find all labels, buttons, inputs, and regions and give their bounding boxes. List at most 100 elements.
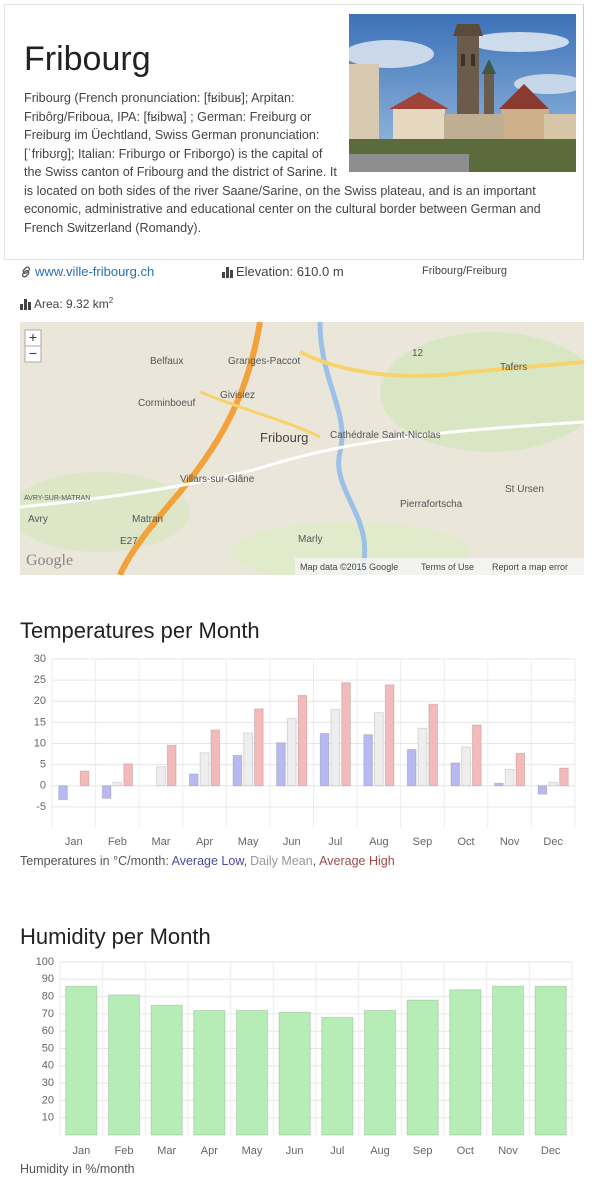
map-label: Matran <box>132 514 163 525</box>
x-tick-label: Aug <box>369 836 389 848</box>
legend-separator: , <box>244 854 247 868</box>
bar <box>516 753 525 786</box>
bar <box>322 1017 353 1135</box>
bar <box>492 986 523 1135</box>
chart-title: Humidity per Month <box>20 924 211 950</box>
map-footer-link[interactable]: Terms of Use <box>421 562 474 572</box>
map-label: E27 <box>120 536 138 547</box>
page: Fribourg Fribourg (French pronunciation:… <box>0 0 592 1182</box>
map-label: St Ursen <box>505 484 544 495</box>
x-tick-label: Oct <box>457 836 474 848</box>
y-tick-label: 10 <box>42 1112 54 1124</box>
bar <box>505 769 514 785</box>
map-label: Tafers <box>500 362 527 373</box>
x-tick-label: Sep <box>413 1145 433 1157</box>
x-tick-label: May <box>242 1145 263 1157</box>
bar <box>560 768 569 786</box>
elevation: Elevation: 610.0 m <box>222 264 344 279</box>
bar <box>320 733 329 785</box>
y-tick-label: 15 <box>34 716 46 728</box>
legend-entry: Daily Mean <box>250 854 313 868</box>
chart-caption: Temperatures in °C/month: Average Low,Da… <box>20 854 395 868</box>
y-tick-label: 5 <box>40 759 46 771</box>
x-tick-label: Apr <box>196 836 213 848</box>
bar <box>364 1010 395 1135</box>
bar <box>113 782 122 785</box>
x-tick-label: Mar <box>157 1145 176 1157</box>
description: Fribourg (French pronunciation: [fʁibuʁ]… <box>24 89 580 237</box>
bar <box>450 990 481 1135</box>
zoom-in[interactable]: + <box>29 329 37 345</box>
place-title: Fribourg <box>24 40 151 79</box>
y-tick-label: -5 <box>36 801 46 813</box>
link-icon <box>20 266 32 278</box>
x-tick-label: Jan <box>72 1145 90 1157</box>
y-tick-label: 40 <box>42 1060 54 1072</box>
map-label: Belfaux <box>150 356 183 367</box>
stat-icon <box>222 266 233 278</box>
elevation-text: Elevation: 610.0 m <box>236 264 344 279</box>
x-tick-label: Aug <box>370 1145 390 1157</box>
bar <box>535 986 566 1135</box>
x-tick-label: Jul <box>328 836 342 848</box>
map-footer-link[interactable]: Report a map error <box>492 562 568 572</box>
area: Area: 9.32 km2 <box>20 296 113 311</box>
map-label: 12 <box>412 348 424 359</box>
bar <box>151 1005 182 1135</box>
bar <box>59 786 68 800</box>
y-tick-label: 10 <box>34 737 46 749</box>
bar <box>407 1000 438 1135</box>
y-tick-label: 60 <box>42 1025 54 1037</box>
bar <box>331 709 340 785</box>
bar <box>255 709 264 786</box>
map-label: Corminboeuf <box>138 398 195 409</box>
legend-entry: Average Low <box>172 854 244 868</box>
bar <box>200 753 209 786</box>
bar <box>418 728 427 785</box>
x-tick-label: Feb <box>115 1145 134 1157</box>
x-tick-label: Jun <box>286 1145 304 1157</box>
bar <box>279 1012 310 1135</box>
website-link[interactable]: www.ville-fribourg.ch <box>20 264 154 279</box>
bar <box>211 730 220 786</box>
bar <box>66 986 97 1135</box>
x-tick-label: Mar <box>151 836 170 848</box>
bar <box>194 1010 225 1135</box>
x-tick-label: Dec <box>543 836 563 848</box>
y-tick-label: 30 <box>42 1077 54 1089</box>
bar <box>407 749 416 785</box>
area-exponent: 2 <box>109 296 113 305</box>
x-tick-label: Feb <box>108 836 127 848</box>
bar <box>385 685 394 786</box>
y-tick-label: 30 <box>34 653 46 665</box>
bar <box>236 1010 267 1135</box>
x-tick-label: Jul <box>330 1145 344 1157</box>
bar <box>124 764 133 786</box>
bar <box>233 755 242 785</box>
map-label: Givisiez <box>220 390 255 401</box>
bar <box>189 774 198 786</box>
y-tick-label: 50 <box>42 1042 54 1054</box>
area-text: Area: 9.32 km <box>34 297 109 311</box>
bar <box>538 786 547 794</box>
map-label: Cathédrale Saint-Nicolas <box>330 430 441 441</box>
bar <box>451 763 460 786</box>
map-label: Fribourg <box>260 430 308 445</box>
zoom-out[interactable]: − <box>29 345 37 361</box>
stat-icon <box>20 298 31 310</box>
map-label: Granges-Paccot <box>228 356 300 367</box>
x-tick-label: Nov <box>498 1145 518 1157</box>
y-tick-label: 100 <box>36 956 54 968</box>
y-tick-label: 90 <box>42 973 54 985</box>
bar <box>494 783 503 786</box>
y-tick-label: 20 <box>42 1094 54 1106</box>
y-tick-label: 25 <box>34 674 46 686</box>
y-tick-label: 0 <box>40 780 46 792</box>
map[interactable]: Belfaux Granges-Paccot Tafers Corminboeuf Gi… <box>20 322 584 575</box>
bar <box>108 995 139 1135</box>
map-logo: Google <box>26 552 73 569</box>
legend-entry: Average High <box>319 854 395 868</box>
x-tick-label: Oct <box>457 1145 474 1157</box>
website-text[interactable]: www.ville-fribourg.ch <box>35 264 154 279</box>
y-tick-label: 20 <box>34 695 46 707</box>
